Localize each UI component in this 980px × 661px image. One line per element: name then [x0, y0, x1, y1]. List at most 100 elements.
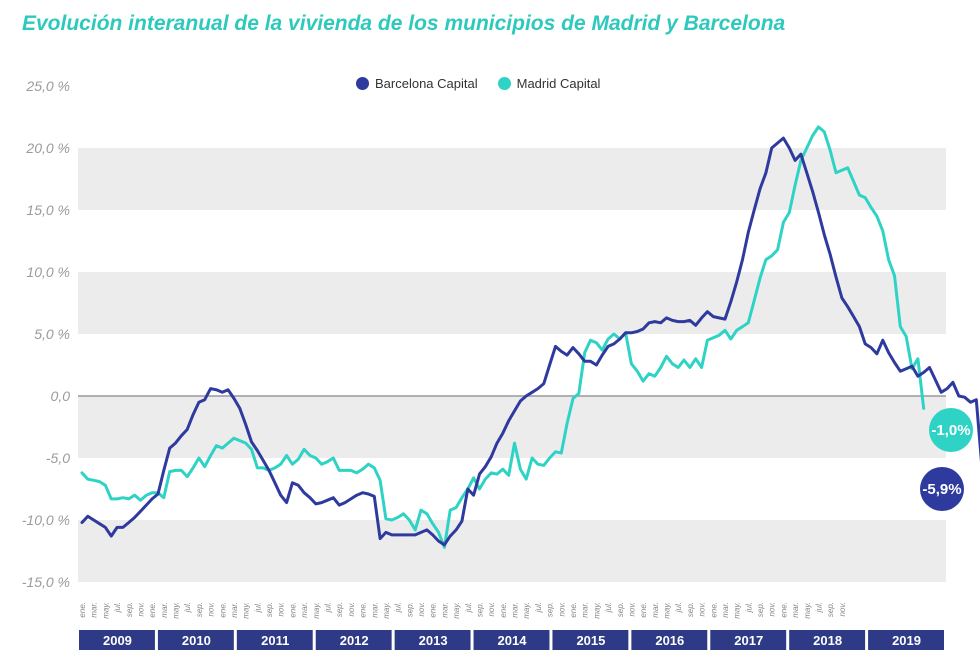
- x-tick-label: jul.: [183, 602, 192, 613]
- x-tick-label: may.: [803, 602, 812, 619]
- x-tick-label: may.: [733, 602, 742, 619]
- x-tick-label: nov.: [768, 602, 777, 617]
- year-label: 2015: [576, 633, 605, 648]
- x-tick-label: jul.: [674, 602, 683, 613]
- x-tick-label: jul.: [394, 602, 403, 613]
- x-tick-label: ene.: [218, 602, 227, 618]
- x-tick-label: sep.: [616, 602, 625, 617]
- year-box: [552, 630, 629, 650]
- series-line: [80, 136, 980, 547]
- x-tick-label: jul.: [814, 602, 823, 613]
- x-tick-label: sep.: [405, 602, 414, 617]
- x-tick-label: jul.: [534, 602, 543, 613]
- y-tick-label: -10,0 %: [22, 512, 70, 528]
- year-label: 2014: [498, 633, 528, 648]
- legend-marker-madrid: [497, 77, 511, 90]
- x-tick-label: ene.: [148, 602, 157, 618]
- chart-legend: Barcelona Capital Madrid Capital: [356, 76, 600, 91]
- x-tick-label: jul.: [113, 602, 122, 613]
- x-tick-label: sep.: [756, 602, 765, 617]
- grid-band: [78, 520, 946, 582]
- year-label: 2010: [182, 633, 211, 648]
- x-tick-label: may.: [242, 602, 251, 619]
- x-tick-label: sep.: [125, 602, 134, 617]
- x-tick-label: jul.: [464, 602, 473, 613]
- y-tick-label: 10,0 %: [26, 264, 70, 280]
- legend-marker-barcelona: [356, 77, 369, 90]
- year-box: [789, 630, 866, 650]
- y-tick-label: 25,0 %: [25, 78, 70, 94]
- year-label: 2018: [813, 633, 842, 648]
- x-tick-label: mar.: [581, 602, 590, 618]
- grid-band: [78, 272, 946, 334]
- x-tick-label: sep.: [195, 602, 204, 617]
- x-tick-label: ene.: [499, 602, 508, 618]
- legend-label-madrid: Madrid Capital: [516, 76, 601, 91]
- x-tick-label: mar.: [90, 602, 99, 618]
- x-tick-label: mar.: [370, 602, 379, 618]
- x-tick-label: may.: [522, 602, 531, 619]
- end-value-bubble: [929, 408, 973, 452]
- x-tick-label: nov.: [627, 602, 636, 617]
- y-tick-label: 0,0: [51, 388, 71, 404]
- year-box: [236, 630, 313, 650]
- x-tick-label: nov.: [417, 602, 426, 617]
- end-value-bubble: [920, 467, 964, 511]
- x-tick-label: may.: [312, 602, 321, 619]
- x-tick-label: ene.: [639, 602, 648, 618]
- x-tick-label: mar.: [300, 602, 309, 618]
- x-tick-label: mar.: [721, 602, 730, 618]
- x-tick-label: ene.: [569, 602, 578, 618]
- x-tick-label: may.: [101, 602, 110, 619]
- x-tick-label: nov.: [487, 602, 496, 617]
- x-tick-label: jul.: [744, 602, 753, 613]
- y-tick-label: 20,0 %: [25, 140, 70, 156]
- year-label: 2019: [892, 633, 921, 648]
- legend-item-madrid: Madrid Capital: [497, 76, 601, 91]
- legend-item-barcelona: Barcelona Capital: [356, 76, 478, 91]
- x-tick-label: ene.: [359, 602, 368, 618]
- year-box: [710, 630, 787, 650]
- x-tick-label: sep.: [826, 602, 835, 617]
- x-tick-label: mar.: [160, 602, 169, 618]
- x-tick-label: nov.: [698, 602, 707, 617]
- x-tick-label: jul.: [323, 602, 332, 613]
- x-tick-label: mar.: [651, 602, 660, 618]
- x-tick-label: sep.: [686, 602, 695, 617]
- x-tick-label: may.: [172, 602, 181, 619]
- x-tick-label: mar.: [230, 602, 239, 618]
- x-tick-label: jul.: [253, 602, 262, 613]
- year-label: 2013: [419, 633, 448, 648]
- legend-label-barcelona: Barcelona Capital: [375, 76, 478, 91]
- x-tick-label: ene.: [779, 602, 788, 618]
- x-tick-label: ene.: [429, 602, 438, 618]
- year-label: 2012: [340, 633, 369, 648]
- y-tick-label: -15,0 %: [22, 574, 70, 590]
- x-tick-label: ene.: [288, 602, 297, 618]
- year-box: [631, 630, 708, 650]
- year-box: [79, 630, 155, 650]
- y-tick-label: 5,0 %: [34, 326, 70, 342]
- x-tick-label: ene.: [78, 602, 87, 618]
- year-box: [157, 630, 234, 650]
- year-label: 2016: [655, 633, 684, 648]
- x-tick-label: mar.: [511, 602, 520, 618]
- y-tick-label: 15,0 %: [26, 202, 70, 218]
- year-label: 2009: [103, 633, 132, 648]
- x-tick-label: may.: [663, 602, 672, 619]
- x-tick-label: sep.: [475, 602, 484, 617]
- x-tick-label: may.: [452, 602, 461, 619]
- x-tick-label: nov.: [136, 602, 145, 617]
- x-tick-label: nov.: [838, 602, 847, 617]
- x-tick-label: sep.: [335, 602, 344, 617]
- x-tick-label: may.: [592, 602, 601, 619]
- year-box: [394, 630, 471, 650]
- end-value-label: -5,9%: [922, 481, 961, 498]
- x-tick-label: nov.: [277, 602, 286, 617]
- year-label: 2017: [734, 633, 763, 648]
- x-tick-label: sep.: [265, 602, 274, 617]
- x-tick-label: may.: [382, 602, 391, 619]
- year-box: [868, 630, 944, 650]
- x-tick-label: nov.: [207, 602, 216, 617]
- year-box: [315, 630, 392, 650]
